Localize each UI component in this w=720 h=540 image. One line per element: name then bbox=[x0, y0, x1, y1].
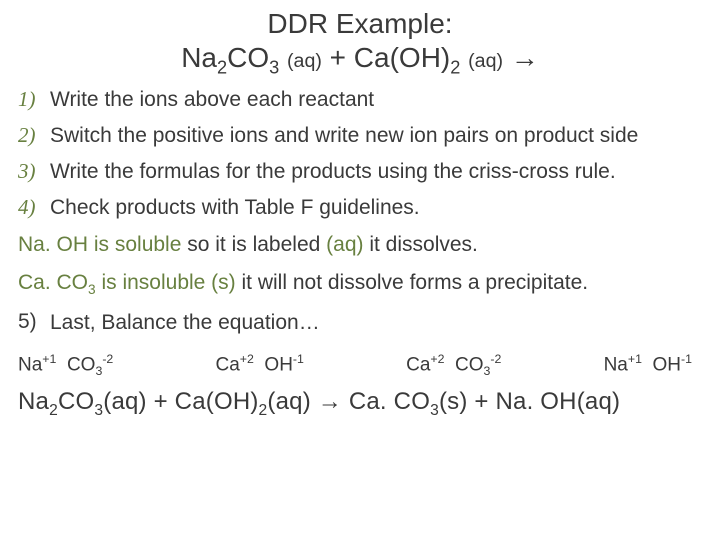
ion-pair: Na+1 OH-1 bbox=[604, 352, 692, 378]
eq-state: (aq) bbox=[287, 50, 322, 72]
step-number: 4) bbox=[18, 195, 50, 220]
text-accent: (aq) bbox=[326, 233, 363, 256]
eq-arrow: → bbox=[503, 42, 539, 73]
list-item: 3)Write the formulas for the products us… bbox=[18, 159, 702, 185]
final-equation: Na2CO3(aq) + Ca(OH)2(aq) → Ca. CO3(s) + … bbox=[18, 388, 702, 420]
text-plain: so it is labeled bbox=[187, 233, 326, 256]
step-text: Check products with Table F guidelines. bbox=[50, 195, 702, 221]
text-plain: it will not dissolve forms a precipitate… bbox=[236, 271, 588, 294]
steps-list-2: 5)Last, Balance the equation… bbox=[18, 310, 702, 336]
step-number: 3) bbox=[18, 159, 50, 184]
text-accent: Ca. CO3 is insoluble (s) bbox=[18, 271, 236, 294]
eq-sub: 2 bbox=[450, 58, 460, 78]
text-plain: it dissolves. bbox=[364, 233, 478, 256]
text-accent: Na. OH is soluble bbox=[18, 233, 187, 256]
ion-pair: Ca+2 OH-1 bbox=[215, 352, 303, 378]
eq-part: CO bbox=[227, 42, 269, 73]
eq-state: (aq) bbox=[468, 50, 503, 72]
solubility-note-2: Ca. CO3 is insoluble (s) it will not dis… bbox=[18, 270, 702, 298]
steps-list: 1)Write the ions above each reactant 2)S… bbox=[18, 87, 702, 222]
eq-sub: 2 bbox=[217, 58, 227, 78]
eq-part: Na bbox=[181, 42, 217, 73]
step-number: 5) bbox=[18, 310, 50, 334]
list-item: 2)Switch the positive ions and write new… bbox=[18, 123, 702, 149]
eq-part: Ca(OH) bbox=[354, 42, 450, 73]
step-text: Write the ions above each reactant bbox=[50, 87, 702, 113]
step-number: 1) bbox=[18, 87, 50, 112]
step-text: Write the formulas for the products usin… bbox=[50, 159, 702, 185]
eq-plus: + bbox=[322, 42, 354, 73]
solubility-note-1: Na. OH is soluble so it is labeled (aq) … bbox=[18, 232, 702, 258]
ion-pair: Ca+2 CO3-2 bbox=[406, 352, 501, 378]
list-item: 5)Last, Balance the equation… bbox=[18, 310, 702, 336]
list-item: 4)Check products with Table F guidelines… bbox=[18, 195, 702, 221]
list-item: 1)Write the ions above each reactant bbox=[18, 87, 702, 113]
eq-sub: 3 bbox=[269, 58, 279, 78]
step-text: Switch the positive ions and write new i… bbox=[50, 123, 702, 149]
slide-title: DDR Example: bbox=[18, 8, 702, 40]
step-number: 2) bbox=[18, 123, 50, 148]
main-equation: Na2CO3 (aq) + Ca(OH)2 (aq) → bbox=[18, 42, 702, 79]
ions-row: Na+1 CO3-2 Ca+2 OH-1 Ca+2 CO3-2 Na+1 OH-… bbox=[18, 352, 702, 378]
ion-pair: Na+1 CO3-2 bbox=[18, 352, 113, 378]
step-text: Last, Balance the equation… bbox=[50, 310, 702, 336]
